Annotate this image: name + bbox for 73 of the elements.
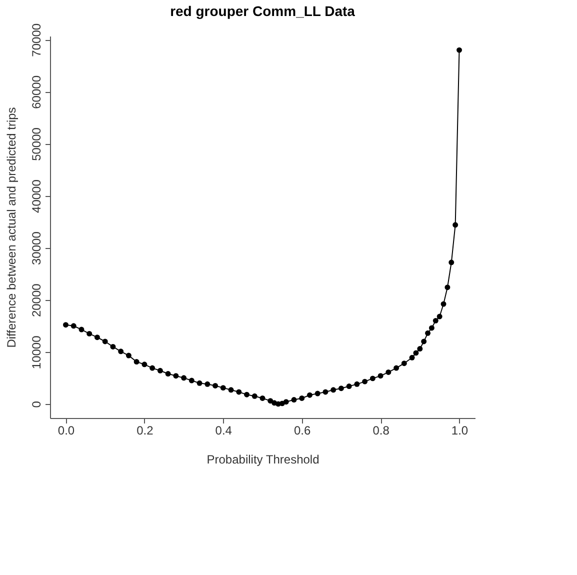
point <box>283 399 289 405</box>
point <box>444 284 450 290</box>
y-axis-title: Difference between actual and predicted trips <box>4 107 18 348</box>
point <box>188 378 194 384</box>
point <box>291 397 297 403</box>
point <box>448 260 454 266</box>
point <box>70 323 76 329</box>
point <box>440 301 446 307</box>
point <box>322 389 328 395</box>
x-tick-label: 0.0 <box>58 424 75 438</box>
point <box>126 352 132 358</box>
x-tick-label: 1.0 <box>451 424 468 438</box>
point <box>394 365 400 371</box>
y-tick-label: 30000 <box>30 231 44 266</box>
point <box>362 378 368 384</box>
point <box>425 330 431 336</box>
y-tick-label: 70000 <box>30 23 44 57</box>
point <box>346 384 352 389</box>
point <box>354 381 360 387</box>
y-tick-label: 20000 <box>30 283 44 318</box>
point <box>86 330 92 336</box>
point <box>299 395 305 401</box>
point <box>456 47 462 53</box>
point <box>212 383 218 388</box>
point <box>110 344 116 350</box>
point <box>378 373 384 379</box>
y-tick-label: 0 <box>30 400 44 408</box>
point <box>236 389 242 395</box>
point <box>260 395 266 401</box>
point <box>452 222 458 228</box>
point <box>220 385 226 391</box>
point <box>173 373 179 379</box>
y-tick-label: 50000 <box>30 127 44 161</box>
point <box>428 325 434 331</box>
point <box>421 338 427 344</box>
x-axis-title: Probability Threshold <box>206 452 320 466</box>
point <box>401 360 407 366</box>
point <box>196 380 202 386</box>
point <box>409 354 415 360</box>
point <box>165 371 171 376</box>
point <box>150 365 156 371</box>
y-tick-label: 60000 <box>30 75 44 109</box>
point <box>330 387 336 393</box>
point <box>370 376 376 382</box>
point <box>102 338 108 344</box>
point <box>314 390 320 396</box>
point <box>268 398 274 404</box>
point <box>306 392 312 398</box>
chart-title: red grouper Comm_LL Data <box>170 2 356 19</box>
point <box>94 334 100 340</box>
x-tick-label: 0.8 <box>372 424 390 438</box>
point <box>338 386 344 392</box>
y-tick-label: 40000 <box>30 179 44 213</box>
point <box>181 375 187 381</box>
point <box>413 350 419 356</box>
point <box>436 314 442 320</box>
point <box>134 359 140 365</box>
point <box>386 369 392 375</box>
y-tick-label: 10000 <box>30 335 44 370</box>
x-tick-label: 0.6 <box>294 424 312 438</box>
point <box>63 322 68 328</box>
point <box>252 393 258 399</box>
x-tick-label: 0.4 <box>215 424 232 438</box>
point <box>157 368 163 374</box>
point <box>432 318 438 324</box>
point <box>78 326 84 332</box>
x-tick-label: 0.2 <box>136 424 154 438</box>
point <box>204 381 210 387</box>
point <box>244 392 250 398</box>
point <box>142 362 148 368</box>
point <box>118 348 124 354</box>
point <box>228 387 234 393</box>
point <box>417 346 423 352</box>
